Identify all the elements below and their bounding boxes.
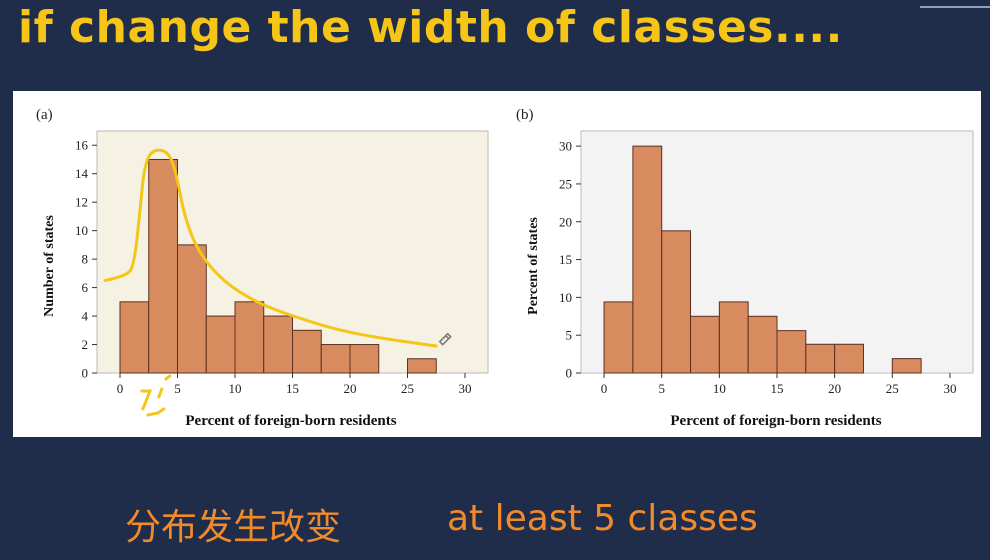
chart-a-bar <box>263 315 293 374</box>
chart-b-bars <box>603 145 922 374</box>
chart-a-y-tick-label: 16 <box>75 138 89 153</box>
chart-a-x-tick-label: 10 <box>229 381 242 396</box>
chart-b-bar <box>891 358 922 374</box>
chart-a-annotation-scribble <box>140 374 172 417</box>
chart-a-bar <box>148 158 178 374</box>
chart-a-y-tick-label: 8 <box>82 252 89 267</box>
chart-b-bar <box>690 315 720 374</box>
chart-a: (a) 0 5 10 15 20 25 30 0 2 4 6 8 10 12 14 16 Percent o… <box>36 107 489 429</box>
figure-svg: (a) 0 5 10 15 20 25 30 0 2 4 6 8 10 12 14 16 Percent o… <box>36 107 974 429</box>
chart-a-annotation-curve <box>103 148 438 348</box>
chart-b-bar <box>805 343 836 374</box>
chart-b-y-tick-label: 30 <box>559 139 572 154</box>
chart-b-x-tick-label: 10 <box>713 381 726 396</box>
chart-a-x-label: Percent of foreign-born residents <box>185 413 396 429</box>
chart-b-x-tick-label: 0 <box>601 381 608 396</box>
chart-b-x-tick-label: 20 <box>828 381 841 396</box>
top-decoration-line <box>920 6 990 8</box>
chart-a-bar <box>407 358 437 374</box>
chart-a-y-ticks: 0 2 4 6 8 10 12 14 16 <box>75 138 97 381</box>
chart-a-panel-label: (a) <box>36 107 53 123</box>
chart-b-y-tick-label: 0 <box>566 366 573 381</box>
note-at-least-5-classes: at least 5 classes <box>447 498 758 539</box>
chart-b-bar <box>661 230 692 374</box>
chart-a-y-tick-label: 0 <box>82 366 89 381</box>
chart-b-x-tick-label: 15 <box>771 381 784 396</box>
chart-a-x-tick-label: 20 <box>344 381 357 396</box>
chart-a-bar <box>234 301 265 374</box>
chart-b-y-tick-label: 5 <box>566 328 573 343</box>
chart-b-y-tick-label: 20 <box>559 214 572 229</box>
chart-b-panel-label: (b) <box>516 107 534 123</box>
chart-a-y-tick-label: 12 <box>75 195 88 210</box>
chart-a-x-tick-label: 30 <box>459 381 472 396</box>
chart-a-x-tick-label: 0 <box>117 381 124 396</box>
chart-a-bar <box>205 315 236 374</box>
chart-a-bar <box>292 329 322 374</box>
chart-a-y-label: Number of states <box>42 215 57 317</box>
chart-a-bar <box>177 244 207 374</box>
chart-b-x-ticks: 0 5 10 15 20 25 30 <box>601 373 956 396</box>
chart-a-x-tick-label: 15 <box>286 381 299 396</box>
chart-b-y-label: Percent of states <box>526 217 541 315</box>
chart-b: (b) 0 5 10 15 20 25 30 0 5 10 15 20 25 30 Percent of… <box>516 107 974 429</box>
figure-panel: (a) 0 5 10 15 20 25 30 0 2 4 6 8 10 12 14 16 Percent o… <box>13 91 981 437</box>
chart-a-y-tick-label: 4 <box>82 309 89 324</box>
chart-b-bar <box>834 343 864 374</box>
chart-a-x-ticks: 0 5 10 15 20 25 30 <box>117 373 472 396</box>
slide-title: if change the width of classes.... <box>18 2 843 53</box>
chart-b-y-tick-label: 10 <box>559 290 572 305</box>
chart-b-x-tick-label: 25 <box>886 381 899 396</box>
chart-a-bar <box>320 344 351 374</box>
chart-b-bar <box>747 315 778 374</box>
cursor-pencil-icon <box>438 332 452 346</box>
chart-a-y-tick-label: 14 <box>75 166 89 181</box>
chart-a-bar <box>349 344 380 374</box>
chart-b-bar <box>603 301 634 374</box>
chart-b-bar <box>632 145 663 374</box>
chart-b-y-tick-label: 25 <box>559 176 572 191</box>
chart-b-bar <box>718 301 749 374</box>
chart-a-y-tick-label: 6 <box>82 280 89 295</box>
chart-b-x-label: Percent of foreign-born residents <box>670 413 881 429</box>
chart-b-x-tick-label: 30 <box>943 381 956 396</box>
chart-a-bars <box>119 158 437 374</box>
chart-a-x-tick-label: 25 <box>401 381 414 396</box>
note-distribution-changes: 分布发生改变 <box>125 507 342 548</box>
chart-b-y-tick-label: 15 <box>559 252 572 267</box>
chart-a-y-tick-label: 2 <box>82 337 89 352</box>
chart-a-bar <box>119 301 150 374</box>
chart-b-y-ticks: 0 5 10 15 20 25 30 <box>559 139 581 381</box>
chart-a-y-tick-label: 10 <box>75 223 88 238</box>
chart-b-bar <box>776 330 807 374</box>
chart-a-x-tick-label: 5 <box>174 381 181 396</box>
chart-b-x-tick-label: 5 <box>658 381 665 396</box>
